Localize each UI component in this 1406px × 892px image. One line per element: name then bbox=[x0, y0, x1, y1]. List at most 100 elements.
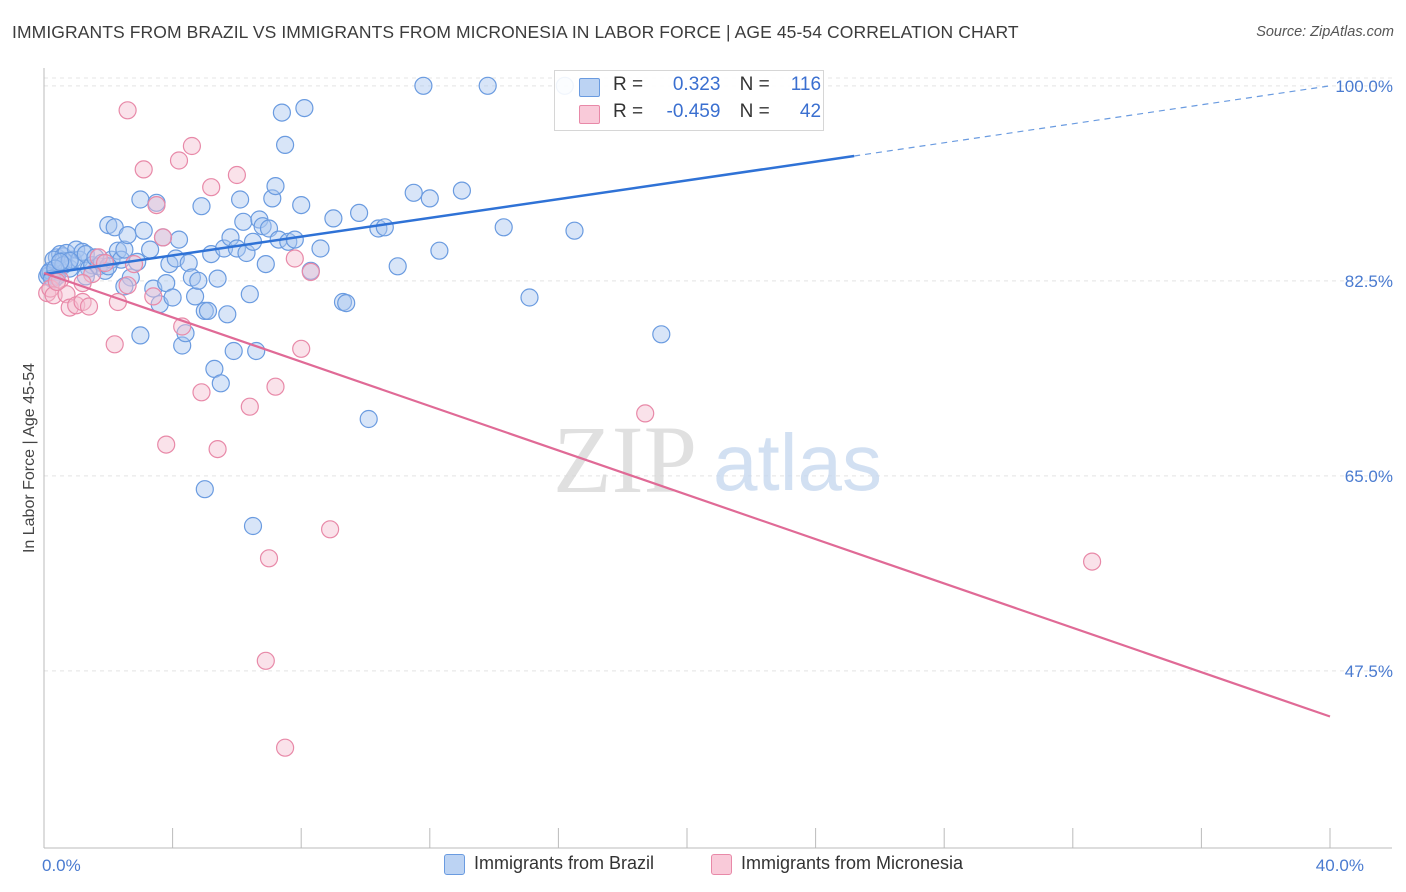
brazil-point-74 bbox=[276, 135, 295, 154]
brazil-point-91 bbox=[430, 241, 449, 260]
micronesia-point-25 bbox=[202, 178, 221, 197]
micronesia-point-16 bbox=[134, 160, 153, 179]
brazil-point-68 bbox=[256, 255, 275, 274]
micronesia-point-17 bbox=[144, 287, 163, 306]
brazil-point-77 bbox=[292, 196, 311, 215]
micronesia-point-20 bbox=[157, 435, 176, 454]
brazil-point-26 bbox=[115, 240, 134, 259]
x-tick-label-1: 40.0% bbox=[1316, 856, 1364, 875]
micronesia-point-14 bbox=[118, 276, 137, 295]
brazil-point-87 bbox=[388, 257, 407, 276]
micronesia-point-29 bbox=[256, 651, 275, 670]
legend-r-label: R = bbox=[613, 74, 644, 95]
watermark: ZIP atlas bbox=[553, 406, 882, 513]
trend-line-brazil-extension bbox=[854, 85, 1331, 157]
brazil-point-84 bbox=[350, 203, 369, 222]
brazil-point-71 bbox=[266, 177, 285, 196]
trend-line-brazil bbox=[43, 154, 855, 276]
brazil-point-31 bbox=[134, 221, 153, 240]
micronesia-point-11 bbox=[95, 253, 115, 273]
brazil-point-44 bbox=[179, 253, 198, 273]
trend-lines bbox=[43, 85, 1331, 718]
brazil-point-92 bbox=[452, 181, 471, 200]
brazil-point-58 bbox=[224, 341, 243, 361]
correlation-legend: R = 0.323 N = 116 R = -0.459 N = 42 bbox=[554, 70, 824, 131]
grid-lines bbox=[44, 77, 1392, 672]
y-tick-label-0: 100.0% bbox=[1335, 77, 1393, 96]
micronesia-point-34 bbox=[292, 339, 311, 358]
brazil-point-60 bbox=[231, 190, 250, 209]
brazil-point-27 bbox=[118, 226, 137, 245]
x-tick-label-0: 0.0% bbox=[42, 856, 81, 875]
micronesia-point-33 bbox=[285, 249, 304, 268]
y-axis-label: In Labor Force | Age 45-54 bbox=[21, 363, 38, 553]
micronesia-point-15 bbox=[124, 255, 144, 274]
watermark-atlas: atlas bbox=[713, 418, 882, 507]
legend-n-label: N = bbox=[739, 74, 770, 95]
legend-r-label: R = bbox=[613, 101, 644, 122]
brazil-point-115 bbox=[50, 252, 70, 271]
brazil-point-53 bbox=[208, 269, 227, 288]
axes bbox=[43, 68, 1392, 849]
brazil-point-83 bbox=[337, 294, 356, 313]
brazil-point-56 bbox=[218, 305, 237, 324]
y-tick-label-3: 47.5% bbox=[1345, 662, 1393, 681]
brazil-point-47 bbox=[189, 271, 208, 290]
brazil-point-30 bbox=[131, 190, 150, 209]
brazil-point-46 bbox=[186, 287, 205, 306]
micronesia-point-21 bbox=[169, 151, 189, 170]
brazil-point-93 bbox=[478, 76, 497, 95]
brazil-point-50 bbox=[198, 301, 218, 320]
legend-swatch-brazil bbox=[579, 78, 600, 97]
legend-r-value-brazil: 0.323 bbox=[672, 74, 721, 95]
brazil-point-41 bbox=[169, 230, 189, 249]
micronesia-point-27 bbox=[227, 165, 246, 185]
legend-r-value-micronesia: -0.459 bbox=[666, 101, 721, 122]
bottom-legend-swatch-brazil bbox=[444, 854, 465, 875]
brazil-point-61 bbox=[234, 212, 253, 231]
brazil-point-78 bbox=[295, 98, 314, 118]
brazil-point-39 bbox=[163, 288, 182, 307]
legend-n-value-brazil: 116 bbox=[790, 74, 822, 95]
legend-swatch-micronesia bbox=[579, 105, 600, 124]
micronesia-point-24 bbox=[192, 383, 211, 402]
micronesia-point-39 bbox=[118, 101, 137, 120]
brazil-point-102 bbox=[359, 409, 378, 429]
brazil-point-94 bbox=[494, 218, 513, 237]
brazil-point-98 bbox=[652, 325, 671, 344]
micronesia-point-36 bbox=[321, 520, 340, 539]
micronesia-point-2 bbox=[44, 286, 63, 305]
brazil-point-63 bbox=[240, 285, 259, 304]
y-tick-label-1: 82.5% bbox=[1345, 272, 1393, 291]
legend-n-value-micronesia: 42 bbox=[799, 101, 822, 122]
brazil-point-88 bbox=[404, 183, 423, 202]
y-tick-labels: 100.0% 82.5% 65.0% 47.5% bbox=[1335, 77, 1393, 681]
micronesia-point-23 bbox=[182, 136, 201, 156]
bottom-legend-label-brazil: Immigrants from Brazil bbox=[474, 853, 655, 873]
brazil-point-101 bbox=[243, 516, 263, 536]
bottom-legend-swatch-micronesia bbox=[711, 854, 732, 875]
micronesia-point-38 bbox=[1082, 552, 1102, 571]
brazil-point-48 bbox=[192, 197, 211, 216]
brazil-point-89 bbox=[414, 76, 433, 95]
brazil-point-81 bbox=[324, 209, 343, 228]
micronesia-point-26 bbox=[208, 440, 227, 459]
micronesia-point-19 bbox=[153, 228, 173, 247]
legend-n-label: N = bbox=[739, 101, 770, 122]
micronesia-point-28 bbox=[240, 397, 259, 416]
micronesia-point-8 bbox=[79, 297, 99, 316]
micronesia-point-18 bbox=[147, 196, 166, 215]
micronesia-point-31 bbox=[266, 377, 285, 396]
brazil-point-90 bbox=[420, 189, 439, 208]
series-micronesia-points bbox=[38, 101, 1102, 757]
y-tick-label-2: 65.0% bbox=[1345, 467, 1393, 486]
micronesia-point-37 bbox=[636, 404, 655, 423]
bottom-legend-label-micronesia: Immigrants from Micronesia bbox=[741, 853, 964, 873]
brazil-point-97 bbox=[565, 221, 584, 240]
brazil-point-32 bbox=[141, 240, 160, 259]
watermark-zip: ZIP bbox=[553, 406, 697, 513]
chart-source: Source: ZipAtlas.com bbox=[1256, 24, 1394, 40]
brazil-point-73 bbox=[272, 103, 291, 122]
trend-line-micronesia bbox=[43, 271, 1331, 718]
